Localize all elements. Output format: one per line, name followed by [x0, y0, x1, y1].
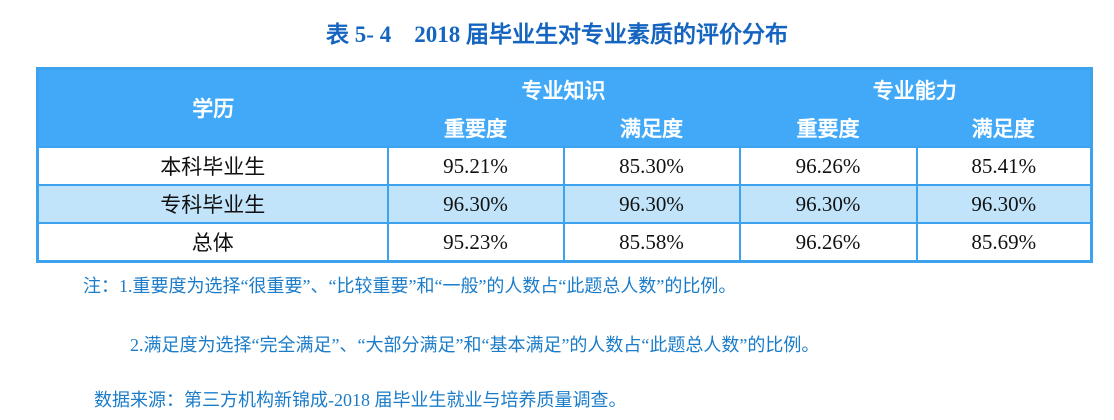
table-body: 本科毕业生 95.21% 85.30% 96.26% 85.41% 专科毕业生 …: [36, 146, 1093, 263]
cell-value: 96.30%: [562, 184, 741, 224]
table-row: 本科毕业生 95.21% 85.30% 96.26% 85.41%: [36, 146, 1093, 186]
note-line-2: 2.满足度为选择“完全满足”、“大部分满足”和“基本满足”的人数占“此题总人数”…: [130, 335, 820, 355]
cell-value: 95.23%: [386, 222, 565, 263]
note-line-1: 注：1.重要度为选择“很重要”、“比较重要”和“一般”的人数占“此题总人数”的比…: [83, 276, 737, 296]
row-label: 本科毕业生: [36, 146, 389, 186]
cell-value: 96.26%: [738, 146, 918, 186]
page-title: 表 5- 4 2018 届毕业生对专业素质的评价分布: [326, 22, 788, 47]
header-knowledge-satisfaction: 满足度: [563, 109, 740, 147]
header-knowledge-group: 专业知识: [387, 68, 740, 109]
data-source-line: 数据来源：第三方机构新锦成-2018 届毕业生就业与培养质量调查。: [94, 390, 627, 410]
row-label: 专科毕业生: [36, 184, 389, 224]
table-row: 总体 95.23% 85.58% 96.26% 85.69%: [36, 222, 1093, 263]
table-header: 学历 专业知识 专业能力 重要度 满足度 重要度 满足度: [37, 68, 1092, 147]
header-sub-row: 重要度 满足度 重要度 满足度: [38, 109, 1092, 147]
cell-value: 96.30%: [915, 184, 1093, 224]
header-ability-satisfaction: 满足度: [916, 109, 1092, 147]
footnotes: 注：1.重要度为选择“很重要”、“比较重要”和“一般”的人数占“此题总人数”的比…: [83, 276, 1114, 411]
evaluation-table: 学历 专业知识 专业能力 重要度 满足度 重要度 满足度 本科毕业生 95.21…: [36, 67, 1093, 263]
cell-value: 96.30%: [386, 184, 565, 224]
header-ability-importance: 重要度: [739, 109, 917, 147]
cell-value: 85.30%: [562, 146, 741, 186]
table-row: 专科毕业生 96.30% 96.30% 96.30% 96.30%: [36, 184, 1093, 224]
cell-value: 85.41%: [915, 146, 1093, 186]
header-group-row: 学历 专业知识 专业能力: [37, 68, 1092, 147]
header-ability-group: 专业能力: [739, 68, 1092, 109]
header-education: 学历: [37, 68, 388, 147]
cell-value: 85.69%: [915, 222, 1093, 263]
cell-value: 96.30%: [738, 184, 918, 224]
header-knowledge-importance: 重要度: [387, 109, 564, 147]
row-label: 总体: [36, 222, 389, 263]
cell-value: 95.21%: [386, 146, 565, 186]
cell-value: 96.26%: [738, 222, 918, 263]
cell-value: 85.58%: [562, 222, 741, 263]
